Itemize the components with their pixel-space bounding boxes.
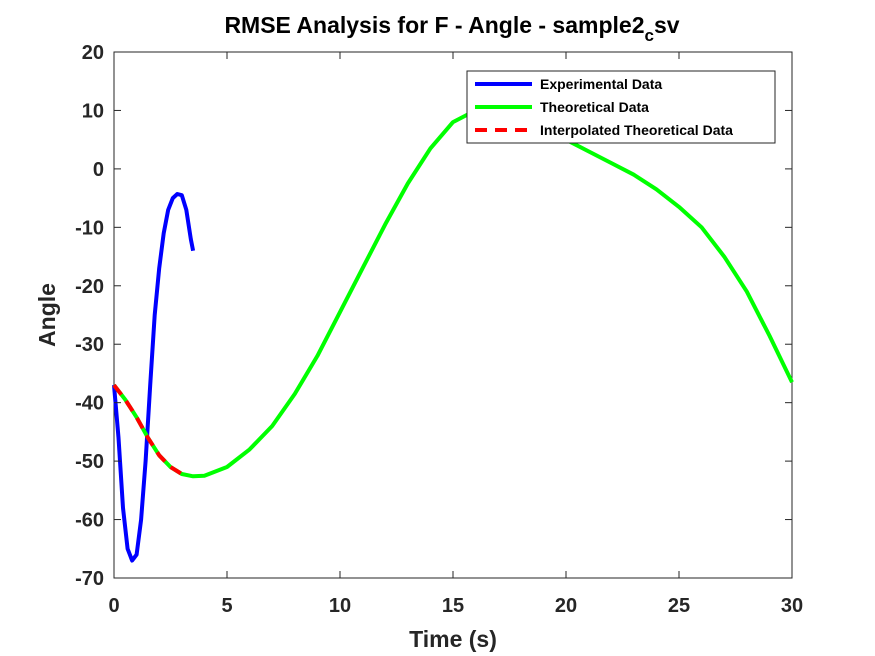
series-line-interpolated-theoretical-data — [112, 383, 183, 476]
chart-title-subscript: c — [645, 26, 654, 45]
y-tick-label: -60 — [75, 510, 104, 532]
legend-entry-label: Interpolated Theoretical Data — [540, 122, 733, 138]
x-tick-label: 25 — [668, 595, 690, 617]
series-layer — [112, 108, 794, 563]
y-tick-label: 20 — [82, 42, 104, 64]
y-tick-label: -20 — [75, 276, 104, 298]
chart-title: RMSE Analysis for F - Angle - sample2csv — [224, 12, 679, 45]
x-axis-label: Time (s) — [409, 626, 497, 652]
x-tick-label: 15 — [442, 595, 464, 617]
legend-entry-label: Theoretical Data — [540, 99, 649, 115]
y-tick-label: -50 — [75, 451, 104, 473]
legend: Experimental Data Theoretical Data Interpo… — [466, 70, 776, 144]
y-tick-label: -10 — [75, 217, 104, 239]
series-line-experimental-data — [112, 192, 196, 563]
y-tick-label: 10 — [82, 100, 104, 122]
y-tick-label: -40 — [75, 393, 104, 415]
x-tick-label: 20 — [555, 595, 577, 617]
y-axis-ticks: 20 10 0 -10 -20 -30 -40 -50 -60 -70 — [75, 42, 792, 590]
x-tick-label: 0 — [108, 595, 119, 617]
x-axis-ticks: 0 5 10 15 20 25 30 — [108, 52, 803, 617]
x-tick-label: 30 — [781, 595, 803, 617]
y-tick-label: -70 — [75, 568, 104, 590]
chart-title-main: RMSE Analysis for F - Angle - sample2 — [224, 12, 644, 38]
chart-title-suffix: sv — [654, 12, 680, 38]
y-tick-label: 0 — [93, 159, 104, 181]
y-axis-label: Angle — [34, 283, 60, 347]
x-tick-label: 5 — [221, 595, 232, 617]
x-tick-label: 10 — [329, 595, 351, 617]
legend-entry-label: Experimental Data — [540, 76, 662, 92]
y-tick-label: -30 — [75, 334, 104, 356]
